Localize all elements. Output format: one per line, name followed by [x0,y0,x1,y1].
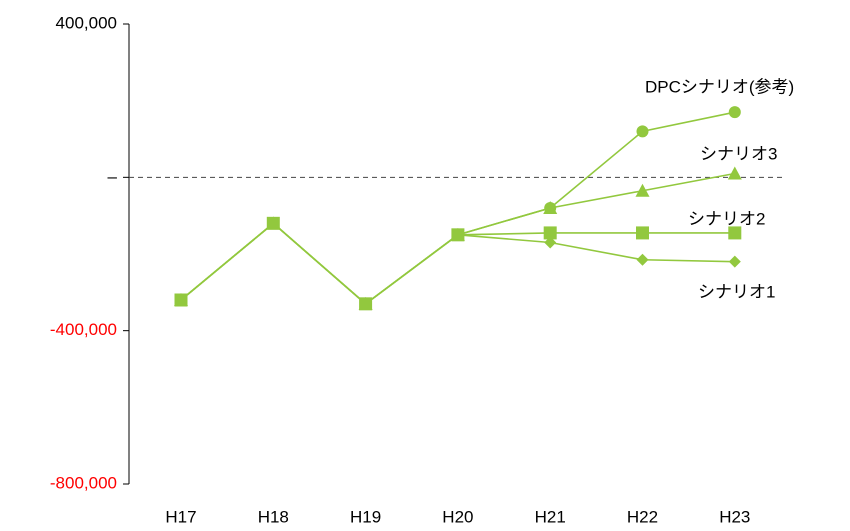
y-tick-label: -800,000 [50,473,117,492]
x-tick-label: H23 [719,507,750,526]
marker [359,297,373,311]
x-tick-label: H20 [442,507,473,526]
marker [636,253,649,266]
marker [543,201,558,214]
series-label: シナリオ1 [698,282,775,301]
marker [635,183,650,197]
marker [266,216,280,230]
marker [451,228,465,242]
marker [636,226,649,240]
marker [174,293,188,307]
x-tick-label: H19 [350,507,381,526]
marker [728,106,741,119]
marker [727,166,742,180]
series-label: DPCシナリオ(参考) [645,77,794,96]
marker [728,255,741,268]
marker [636,125,649,138]
y-tick-label: -400,000 [50,320,117,339]
marker [728,226,742,240]
y-tick-label: – [108,167,118,186]
x-tick-label: H18 [258,507,289,526]
series-label: シナリオ3 [700,144,777,163]
x-tick-label: H21 [535,507,566,526]
marker [543,226,557,240]
series-label: シナリオ2 [688,209,765,228]
y-tick-label: 400,000 [56,13,117,32]
series-line [180,111,735,305]
marker [544,236,557,249]
x-tick-label: H22 [627,507,658,526]
x-tick-label: H17 [165,507,196,526]
